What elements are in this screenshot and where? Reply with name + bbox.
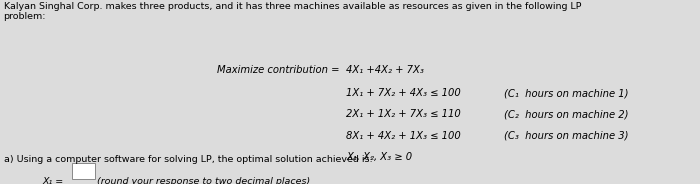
Text: (C₂  hours on machine 2): (C₂ hours on machine 2) <box>504 109 629 119</box>
Text: 1X₁ + 7X₂ + 4X₃ ≤ 100: 1X₁ + 7X₂ + 4X₃ ≤ 100 <box>346 88 461 98</box>
Text: Maximize contribution =: Maximize contribution = <box>217 65 340 75</box>
Text: a) Using a computer software for solving LP, the optimal solution achieved is:: a) Using a computer software for solving… <box>4 155 372 164</box>
Text: (C₁  hours on machine 1): (C₁ hours on machine 1) <box>504 88 629 98</box>
Text: X₁ =: X₁ = <box>42 177 63 184</box>
Text: 4X₁ +4X₂ + 7X₃: 4X₁ +4X₂ + 7X₃ <box>346 65 424 75</box>
Text: (C₃  hours on machine 3): (C₃ hours on machine 3) <box>504 131 629 141</box>
FancyBboxPatch shape <box>72 163 94 179</box>
Text: X₁, X₂, X₃ ≥ 0: X₁, X₂, X₃ ≥ 0 <box>346 152 412 162</box>
Text: Kalyan Singhal Corp. makes three products, and it has three machines available a: Kalyan Singhal Corp. makes three product… <box>4 2 581 21</box>
Text: (round your response to two decimal places): (round your response to two decimal plac… <box>94 177 311 184</box>
Text: 2X₁ + 1X₂ + 7X₃ ≤ 110: 2X₁ + 1X₂ + 7X₃ ≤ 110 <box>346 109 461 119</box>
Text: 8X₁ + 4X₂ + 1X₃ ≤ 100: 8X₁ + 4X₂ + 1X₃ ≤ 100 <box>346 131 461 141</box>
